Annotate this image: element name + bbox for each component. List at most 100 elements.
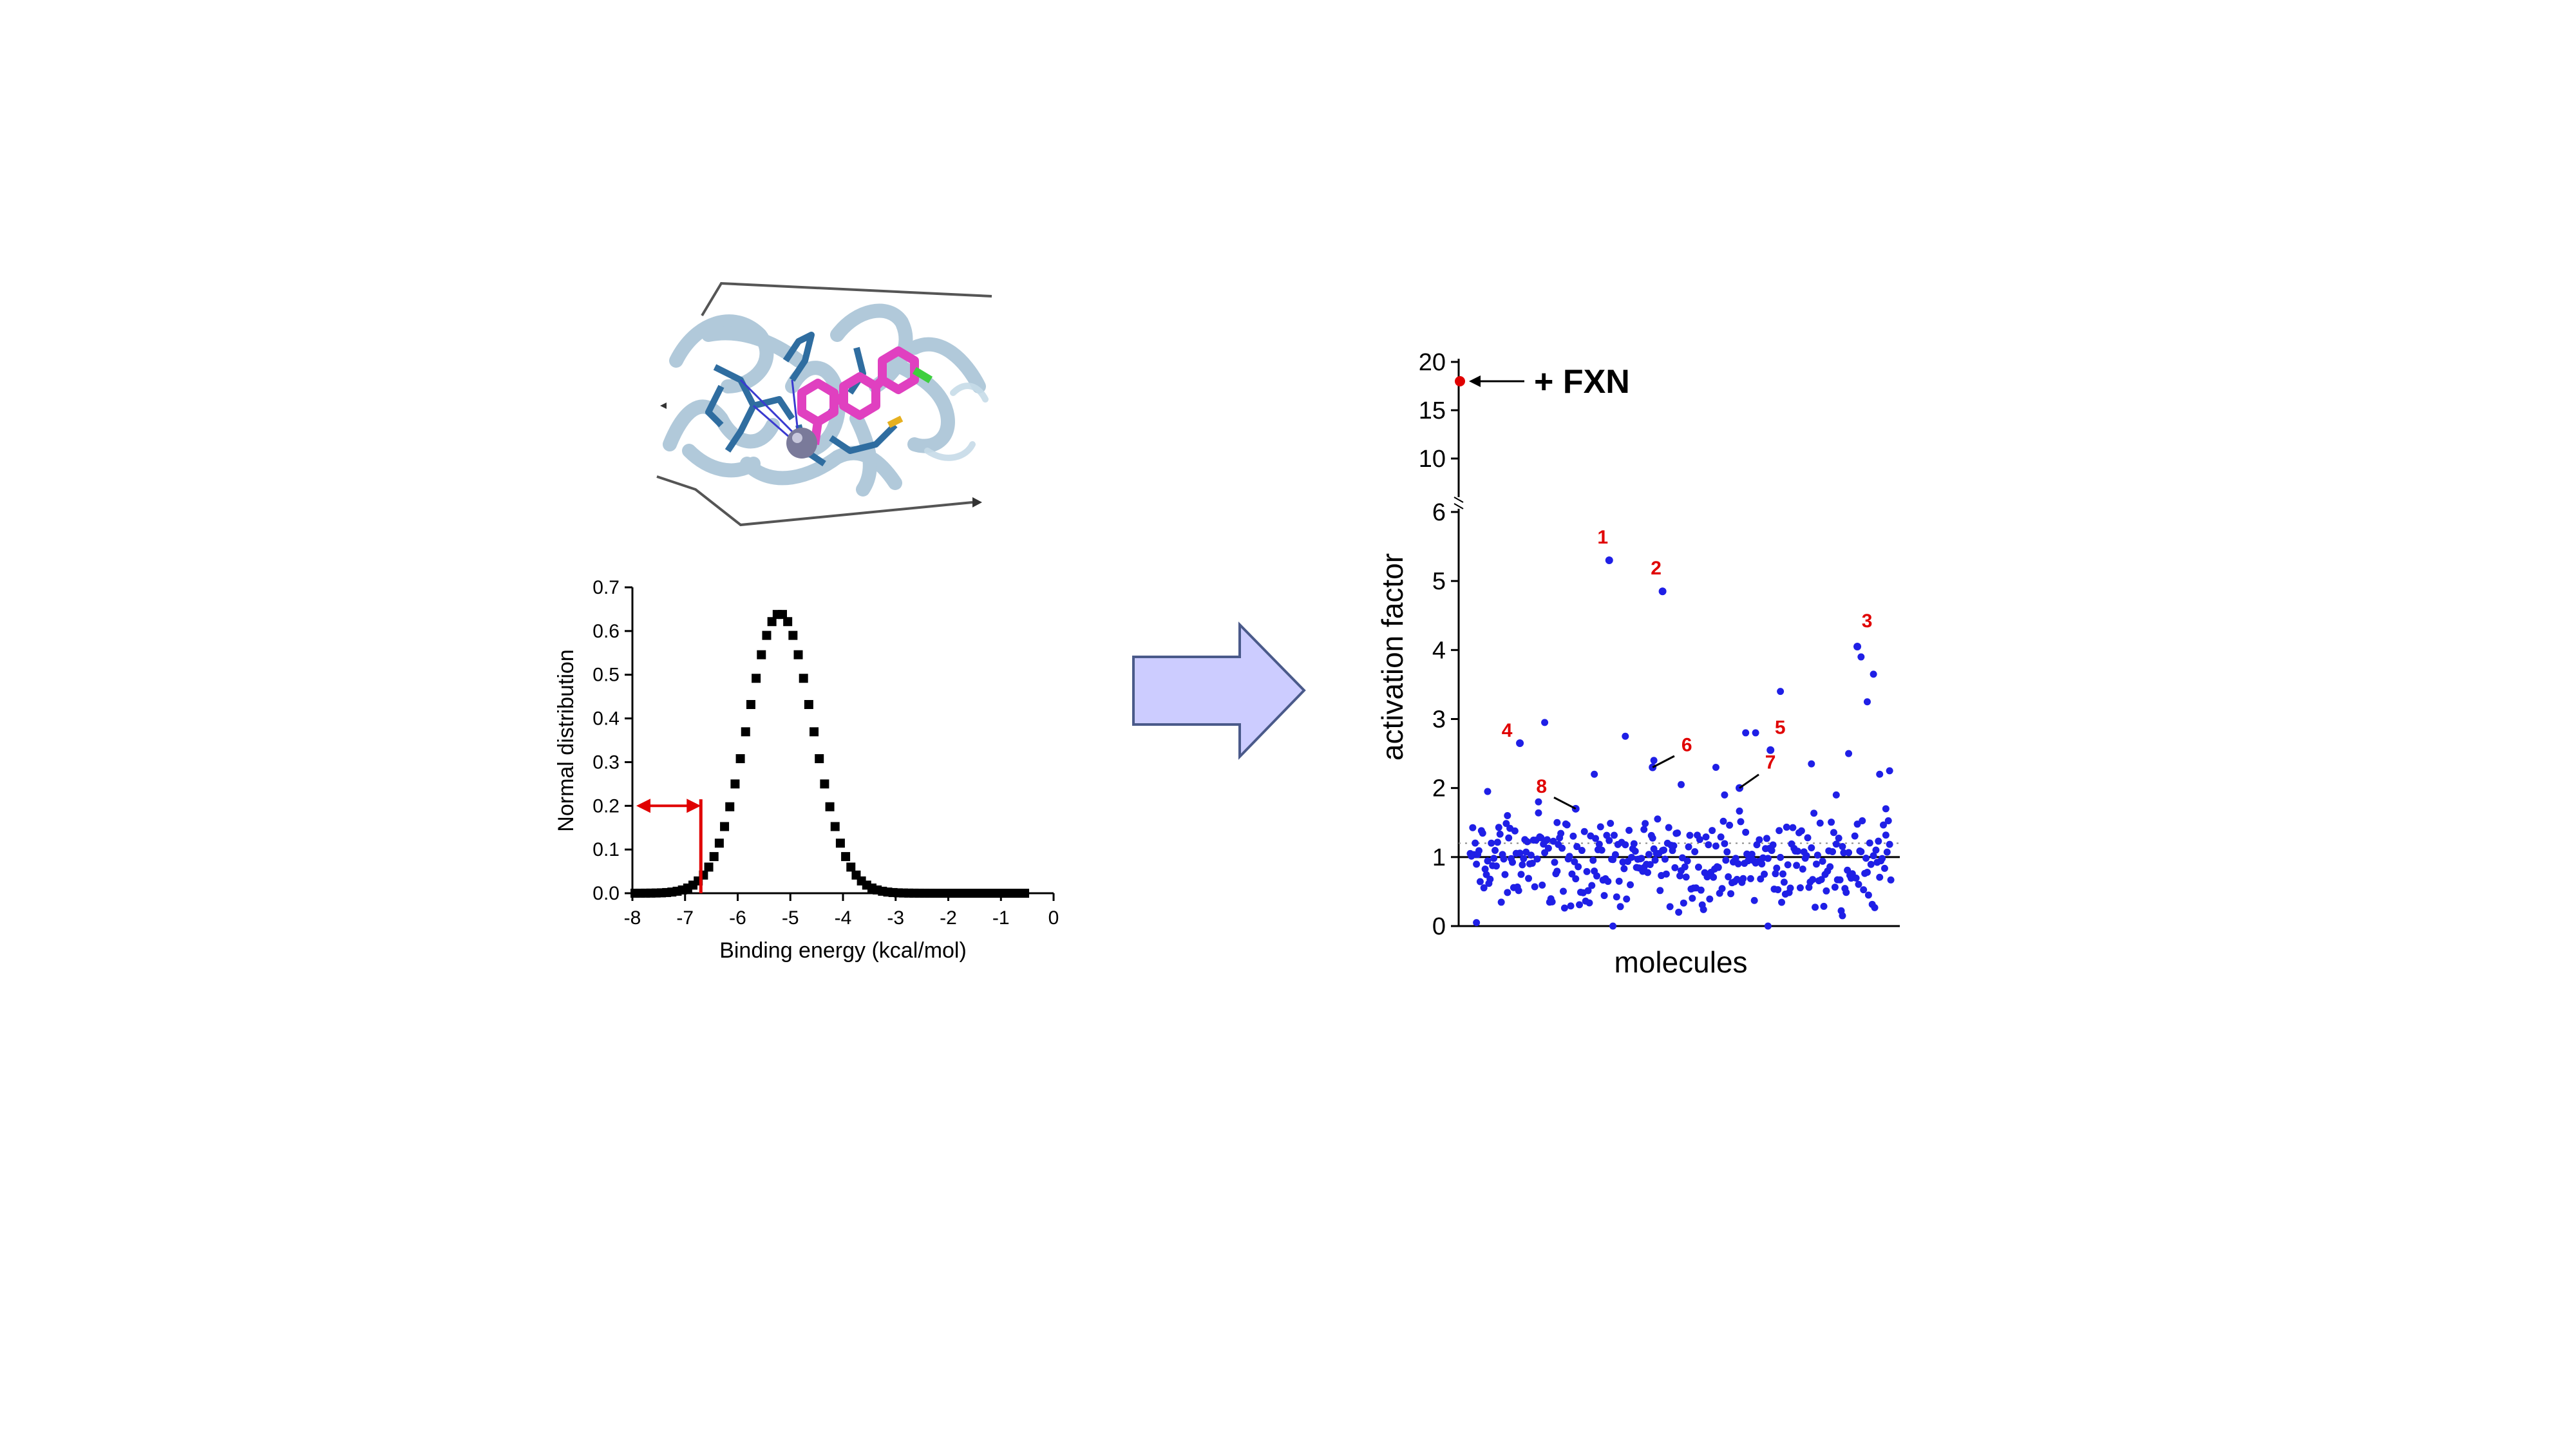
axis-break-mark: [1454, 497, 1464, 503]
molecule-point: [1880, 864, 1888, 872]
distribution-point: [767, 617, 777, 627]
molecule-point: [1876, 770, 1884, 778]
molecule-point: [1502, 820, 1510, 828]
highlight-label: 2: [1651, 558, 1662, 579]
distribution-point: [730, 779, 740, 789]
y-tick-label: 0.7: [592, 577, 620, 598]
molecule-point: [1638, 855, 1645, 862]
molecule-point: [1739, 875, 1747, 882]
molecule-point: [1852, 874, 1860, 882]
distribution-point: [704, 862, 714, 872]
molecule-point: [1576, 901, 1584, 909]
molecule-point: [1772, 870, 1779, 878]
distribution-point: [830, 822, 840, 831]
y-tick-label: 0.1: [592, 839, 620, 860]
molecule-point: [1876, 873, 1884, 881]
molecule-point: [1783, 823, 1790, 831]
distribution-point: [820, 779, 829, 789]
molecule-point: [1539, 881, 1546, 889]
molecule-point: [1722, 857, 1730, 864]
molecule-point: [1816, 819, 1824, 827]
y-tick-label: 2: [1432, 775, 1446, 802]
molecule-point: [1557, 829, 1565, 837]
molecule-point: [1866, 839, 1873, 847]
molecule-point: [1559, 887, 1567, 895]
molecule-point: [1551, 858, 1558, 866]
molecule-point: [1519, 861, 1526, 869]
molecule-point: [1525, 875, 1533, 882]
highlight-label: 7: [1765, 752, 1776, 773]
molecule-point: [1691, 848, 1699, 856]
molecule-point: [1786, 884, 1794, 892]
distribution-point: [735, 754, 745, 764]
molecule-point: [1778, 898, 1786, 906]
molecule-point: [1774, 886, 1782, 894]
distribution-point: [752, 674, 761, 683]
molecule-point: [1710, 873, 1718, 881]
molecule-point: [1777, 688, 1785, 696]
molecule-point: [1670, 842, 1678, 849]
molecule-point: [1826, 863, 1834, 871]
molecule-point: [1558, 844, 1566, 852]
molecule-point: [1883, 848, 1891, 856]
molecule-point: [1588, 882, 1596, 889]
molecule-point: [1714, 864, 1722, 871]
molecule-point: [1596, 823, 1604, 831]
molecule-point: [1819, 857, 1826, 865]
molecule-point: [1649, 834, 1656, 842]
molecule-point: [1750, 896, 1758, 904]
molecule-point: [1810, 810, 1818, 817]
distribution-point: [1020, 889, 1030, 898]
molecule-point: [1472, 839, 1479, 847]
molecule-point: [1627, 853, 1635, 861]
molecule-point: [1812, 860, 1820, 868]
molecule-point: [1484, 788, 1492, 795]
molecule-point: [1543, 836, 1551, 844]
y-tick-label: 4: [1432, 637, 1446, 664]
molecule-point: [1560, 904, 1568, 912]
x-tick-label: -1: [992, 907, 1010, 929]
protein-ligand-image: [656, 281, 992, 527]
molecule-point: [1764, 922, 1772, 930]
molecule-point: [1535, 798, 1542, 806]
molecule-point: [1605, 837, 1613, 844]
molecule-point: [1504, 889, 1511, 896]
molecule-point: [1871, 904, 1879, 911]
molecule-point: [1469, 824, 1477, 831]
molecule-point: [1875, 837, 1882, 845]
molecule-point: [1683, 857, 1691, 865]
molecule-point: [1642, 820, 1649, 828]
molecule-point: [1567, 902, 1575, 910]
molecule-point: [1524, 838, 1531, 846]
molecule-point: [1622, 732, 1629, 740]
molecule-point: [1694, 864, 1702, 871]
molecule-point: [1829, 848, 1837, 856]
molecule-point: [1689, 895, 1696, 902]
x-tick-label: -4: [835, 907, 852, 929]
molecule-point: [1880, 821, 1888, 829]
molecule-point: [1882, 831, 1889, 839]
molecule-point: [1686, 831, 1694, 839]
molecule-point: [1572, 875, 1580, 883]
molecule-point: [1520, 855, 1528, 862]
molecule-point: [1839, 843, 1846, 851]
molecule-point: [1705, 841, 1712, 849]
molecule-point: [1645, 851, 1653, 858]
molecule-point: [1799, 865, 1806, 873]
molecule-point: [1845, 849, 1853, 857]
molecule-point: [1592, 835, 1600, 842]
molecule-point: [1674, 829, 1681, 837]
molecule-point: [1504, 812, 1511, 820]
molecule-point: [1706, 895, 1714, 903]
molecule-point: [1625, 826, 1633, 834]
molecule-point: [1509, 858, 1516, 866]
molecule-point: [1666, 903, 1674, 911]
molecule-point: [1646, 861, 1654, 869]
molecule-point: [1610, 831, 1618, 839]
molecule-point: [1737, 818, 1745, 826]
molecule-point: [1863, 698, 1871, 706]
molecule-point: [1515, 887, 1522, 895]
molecule-point: [1535, 809, 1542, 817]
molecule-point: [1702, 833, 1710, 841]
molecule-point: [1803, 852, 1810, 860]
